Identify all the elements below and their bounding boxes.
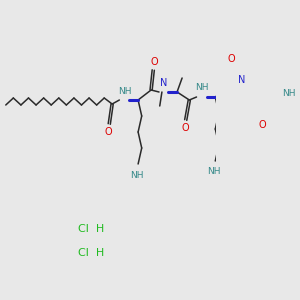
Text: O: O xyxy=(104,127,112,137)
Text: NH: NH xyxy=(207,167,220,176)
Text: Cl  H: Cl H xyxy=(78,224,104,235)
Text: NH: NH xyxy=(118,86,132,95)
Text: O: O xyxy=(227,54,235,64)
Text: O: O xyxy=(258,120,266,130)
Text: N: N xyxy=(238,75,245,85)
Text: NH: NH xyxy=(196,83,209,92)
Text: NH: NH xyxy=(130,170,143,179)
Text: Cl  H: Cl H xyxy=(78,248,104,259)
Text: O: O xyxy=(150,57,158,67)
Text: NH: NH xyxy=(282,88,295,98)
Text: N: N xyxy=(160,78,168,88)
Text: O: O xyxy=(181,123,189,133)
